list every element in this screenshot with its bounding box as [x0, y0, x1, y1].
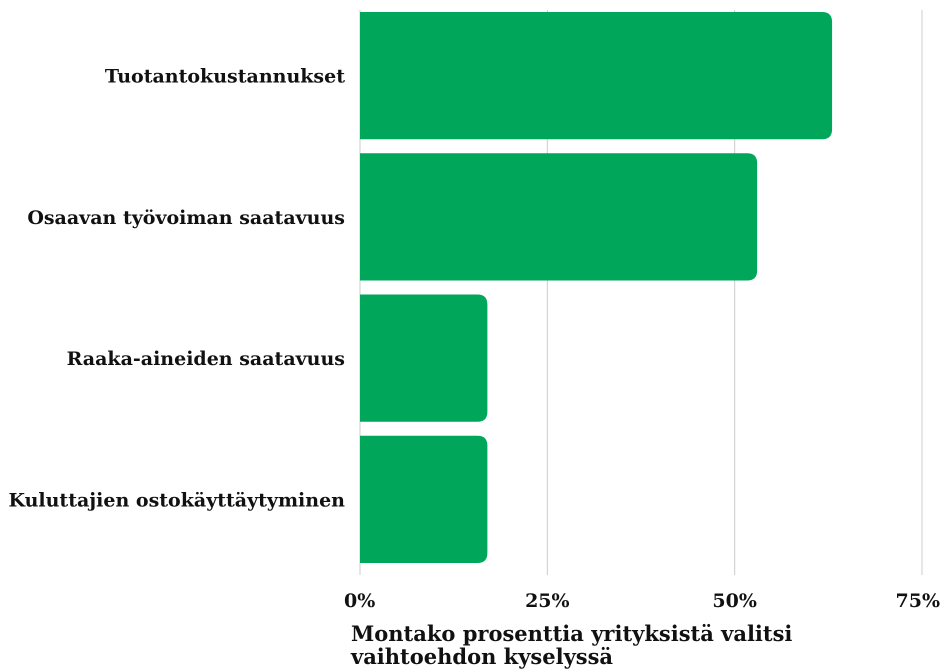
- bars: [360, 12, 833, 563]
- bar: [360, 294, 488, 422]
- category-label: Osaavan työvoiman saatavuus: [27, 207, 345, 229]
- x-axis-title: Montako prosenttia yrityksistä valitsi v…: [351, 621, 793, 669]
- bar: [360, 153, 758, 281]
- x-tick-labels: 0% 25% 50% 75%: [344, 590, 940, 612]
- x-tick-label: 75%: [896, 590, 941, 612]
- bar: [360, 435, 488, 563]
- x-tick-label: 25%: [525, 590, 570, 612]
- bar: [360, 12, 833, 140]
- x-tick-label: 50%: [712, 590, 757, 612]
- x-tick-label: 0%: [344, 590, 375, 612]
- category-label: Tuotantokustannukset: [105, 66, 345, 88]
- category-label: Raaka-aineiden saatavuus: [67, 348, 345, 370]
- category-labels: Tuotantokustannukset Osaavan työvoiman sa…: [8, 66, 345, 512]
- category-label: Kuluttajien ostokäyttäytyminen: [8, 489, 345, 511]
